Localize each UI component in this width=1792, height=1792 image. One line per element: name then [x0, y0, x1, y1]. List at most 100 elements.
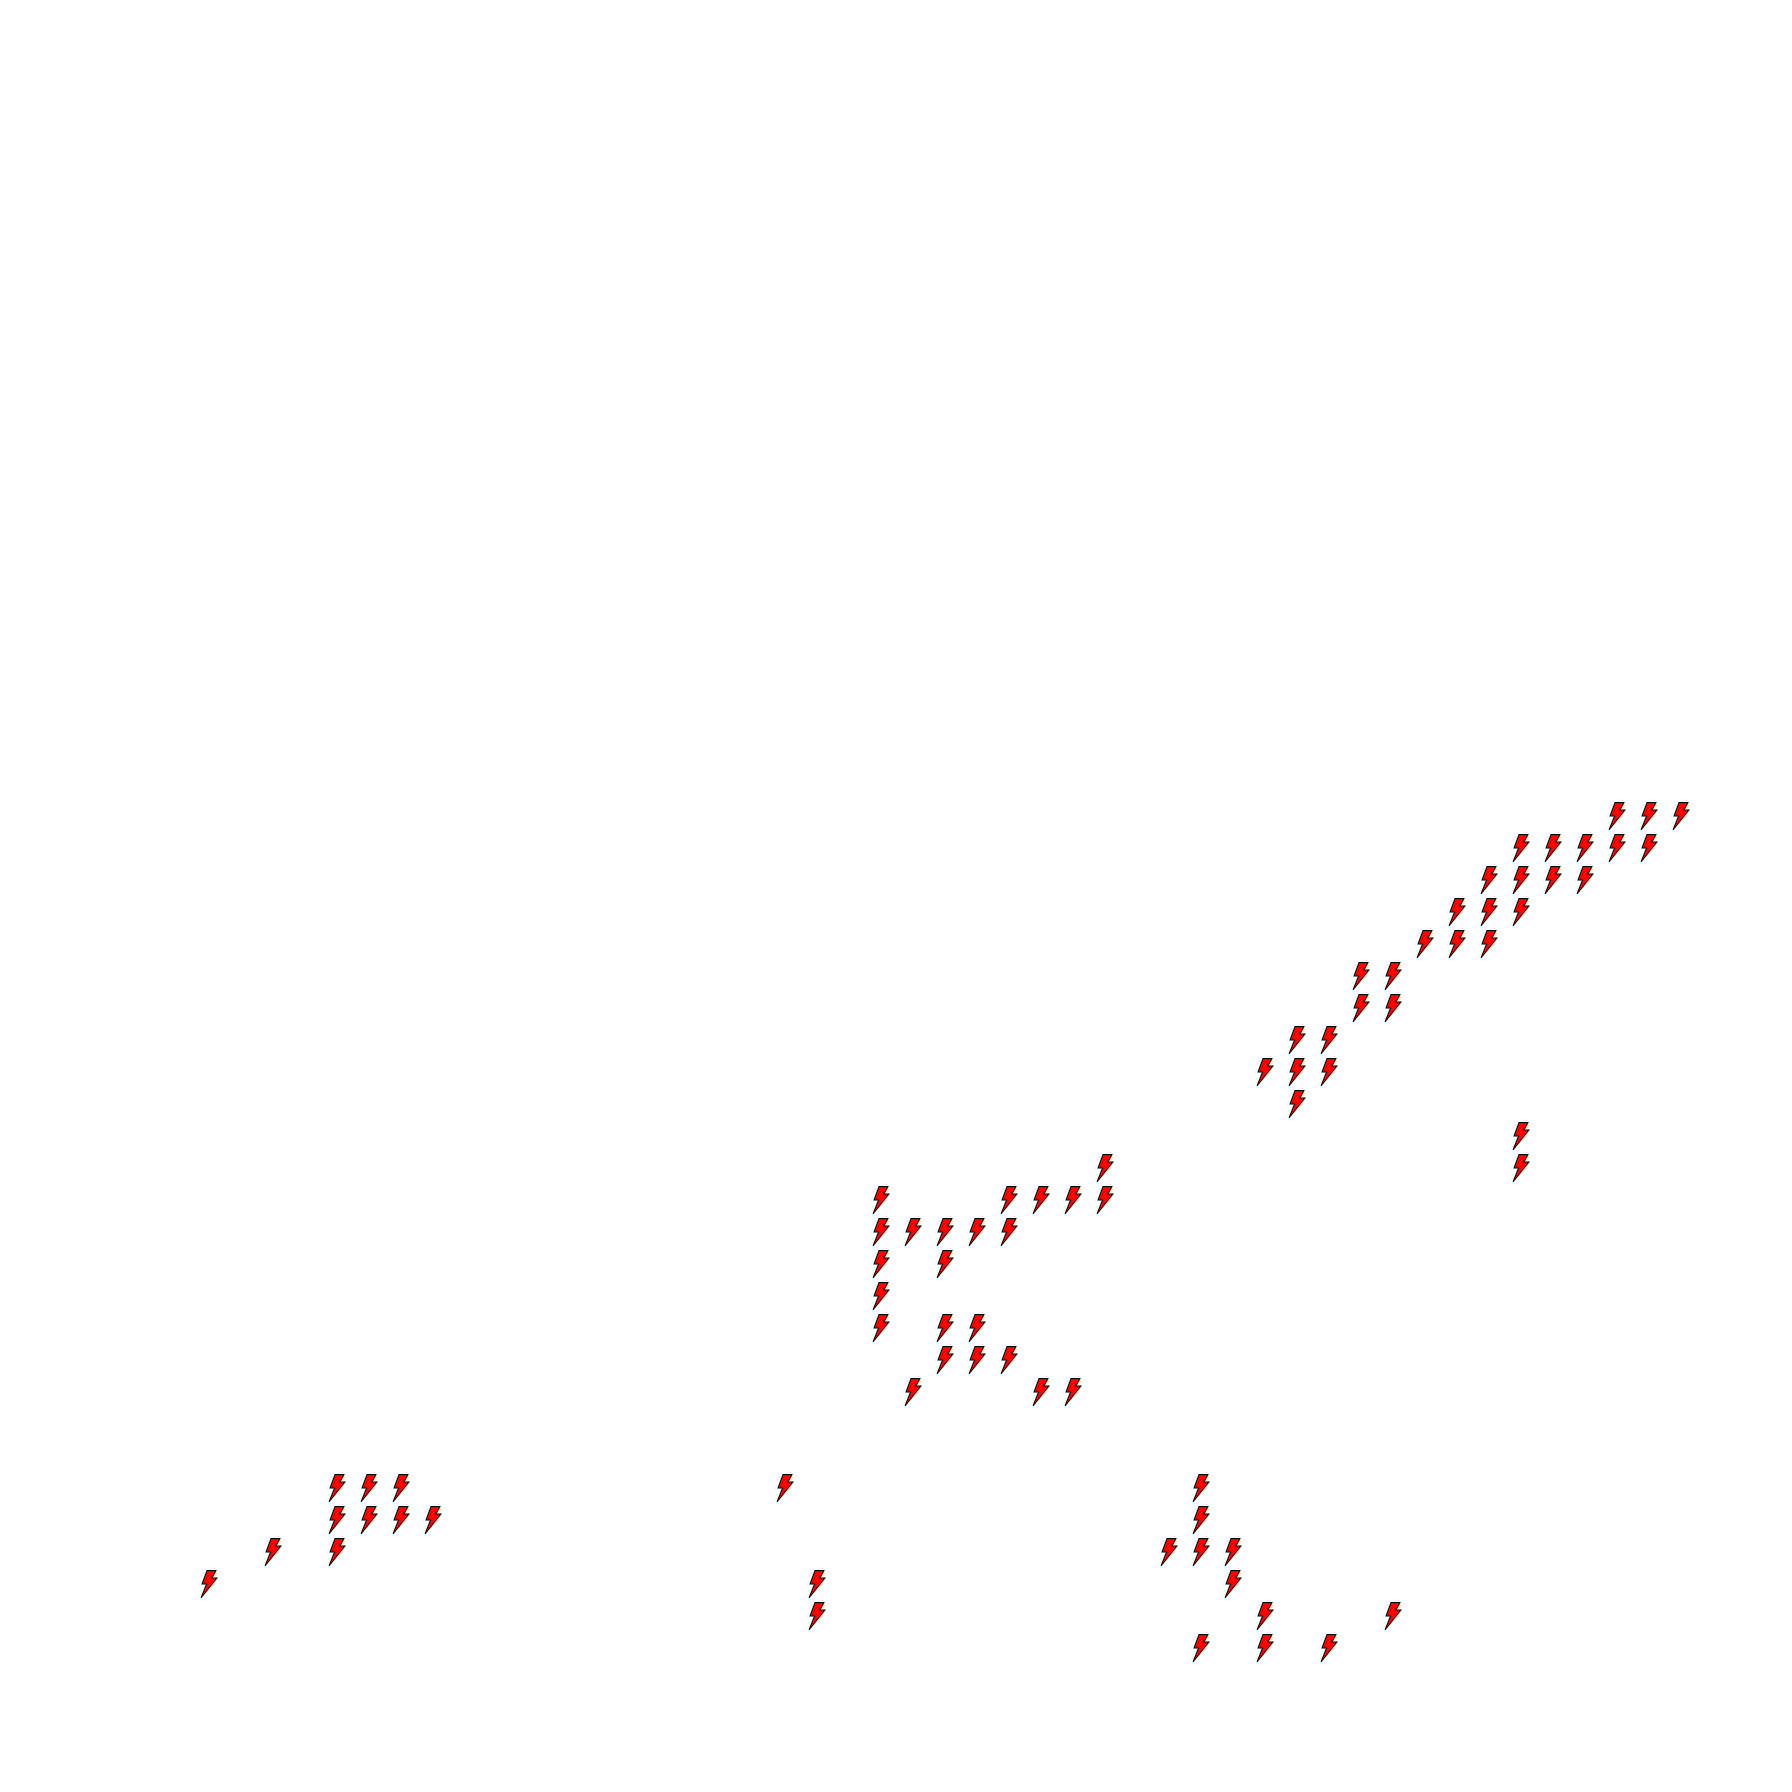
lightning-marker[interactable]: [1600, 832, 1632, 864]
lightning-marker[interactable]: [1248, 1056, 1280, 1088]
lightning-marker[interactable]: [1472, 864, 1504, 896]
lightning-marker[interactable]: [1440, 928, 1472, 960]
lightning-marker[interactable]: [1056, 1376, 1088, 1408]
lightning-marker[interactable]: [1184, 1504, 1216, 1536]
lightning-marker[interactable]: [384, 1472, 416, 1504]
lightning-bolt-icon: [1448, 898, 1467, 927]
lightning-marker[interactable]: [1056, 1184, 1088, 1216]
lightning-marker[interactable]: [1312, 1056, 1344, 1088]
lightning-marker[interactable]: [320, 1472, 352, 1504]
lightning-marker[interactable]: [1248, 1632, 1280, 1664]
lightning-marker[interactable]: [1184, 1472, 1216, 1504]
lightning-marker[interactable]: [1504, 896, 1536, 928]
lightning-marker[interactable]: [384, 1504, 416, 1536]
lightning-marker[interactable]: [1472, 928, 1504, 960]
lightning-marker[interactable]: [1408, 928, 1440, 960]
lightning-marker[interactable]: [928, 1312, 960, 1344]
lightning-bolt-icon: [872, 1186, 891, 1215]
lightning-marker[interactable]: [1376, 960, 1408, 992]
lightning-marker[interactable]: [256, 1536, 288, 1568]
lightning-marker[interactable]: [192, 1568, 224, 1600]
lightning-marker[interactable]: [1632, 800, 1664, 832]
lightning-marker[interactable]: [864, 1280, 896, 1312]
lightning-bolt-icon: [1320, 1026, 1339, 1055]
lightning-marker[interactable]: [1504, 864, 1536, 896]
lightning-marker[interactable]: [960, 1344, 992, 1376]
lightning-bolt-icon: [872, 1282, 891, 1311]
lightning-marker[interactable]: [928, 1344, 960, 1376]
lightning-marker[interactable]: [800, 1568, 832, 1600]
lightning-marker[interactable]: [1344, 992, 1376, 1024]
lightning-marker[interactable]: [864, 1248, 896, 1280]
lightning-bolt-icon: [808, 1602, 827, 1631]
lightning-marker[interactable]: [896, 1376, 928, 1408]
lightning-bolt-icon: [1352, 962, 1371, 991]
lightning-marker[interactable]: [800, 1600, 832, 1632]
lightning-marker[interactable]: [992, 1184, 1024, 1216]
lightning-bolt-icon: [1032, 1186, 1051, 1215]
lightning-marker[interactable]: [1568, 864, 1600, 896]
lightning-marker[interactable]: [1504, 1152, 1536, 1184]
lightning-bolt-icon: [1512, 866, 1531, 895]
lightning-bolt-icon: [1576, 866, 1595, 895]
lightning-marker[interactable]: [864, 1184, 896, 1216]
lightning-bolt-icon: [872, 1250, 891, 1279]
lightning-marker[interactable]: [992, 1216, 1024, 1248]
lightning-bolt-icon: [1544, 834, 1563, 863]
lightning-bolt-icon: [1576, 834, 1595, 863]
lightning-bolt-icon: [936, 1346, 955, 1375]
lightning-marker[interactable]: [1184, 1632, 1216, 1664]
lightning-marker[interactable]: [1280, 1088, 1312, 1120]
lightning-bolt-icon: [200, 1570, 219, 1599]
lightning-bolt-icon: [968, 1314, 987, 1343]
lightning-marker[interactable]: [1504, 1120, 1536, 1152]
lightning-marker[interactable]: [1600, 800, 1632, 832]
lightning-marker[interactable]: [352, 1504, 384, 1536]
lightning-marker[interactable]: [320, 1504, 352, 1536]
lightning-marker[interactable]: [1312, 1024, 1344, 1056]
lightning-marker[interactable]: [896, 1216, 928, 1248]
lightning-marker[interactable]: [928, 1248, 960, 1280]
lightning-marker[interactable]: [1280, 1056, 1312, 1088]
lightning-marker[interactable]: [1088, 1152, 1120, 1184]
lightning-marker[interactable]: [1024, 1184, 1056, 1216]
lightning-marker[interactable]: [992, 1344, 1024, 1376]
lightning-marker[interactable]: [1152, 1536, 1184, 1568]
lightning-marker[interactable]: [1216, 1536, 1248, 1568]
lightning-marker[interactable]: [1312, 1632, 1344, 1664]
lightning-marker[interactable]: [1280, 1024, 1312, 1056]
lightning-marker[interactable]: [960, 1312, 992, 1344]
lightning-marker[interactable]: [1472, 896, 1504, 928]
lightning-marker[interactable]: [416, 1504, 448, 1536]
lightning-marker[interactable]: [864, 1312, 896, 1344]
lightning-marker[interactable]: [352, 1472, 384, 1504]
lightning-marker[interactable]: [1568, 832, 1600, 864]
lightning-marker[interactable]: [1184, 1536, 1216, 1568]
lightning-bolt-icon: [1544, 866, 1563, 895]
lightning-marker[interactable]: [1344, 960, 1376, 992]
lightning-marker[interactable]: [1376, 1600, 1408, 1632]
lightning-marker[interactable]: [864, 1216, 896, 1248]
lightning-bolt-icon: [1416, 930, 1435, 959]
lightning-bolt-icon: [968, 1346, 987, 1375]
lightning-marker[interactable]: [1216, 1568, 1248, 1600]
lightning-marker[interactable]: [1088, 1184, 1120, 1216]
lightning-bolt-icon: [392, 1474, 411, 1503]
lightning-marker[interactable]: [320, 1536, 352, 1568]
lightning-marker[interactable]: [768, 1472, 800, 1504]
lightning-marker[interactable]: [1440, 896, 1472, 928]
lightning-marker[interactable]: [1632, 832, 1664, 864]
lightning-marker[interactable]: [1536, 832, 1568, 864]
lightning-marker[interactable]: [960, 1216, 992, 1248]
lightning-marker[interactable]: [1248, 1600, 1280, 1632]
lightning-marker[interactable]: [1536, 864, 1568, 896]
lightning-marker[interactable]: [1376, 992, 1408, 1024]
lightning-bolt-icon: [328, 1506, 347, 1535]
lightning-marker[interactable]: [1024, 1376, 1056, 1408]
lightning-marker[interactable]: [1504, 832, 1536, 864]
lightning-bolt-icon: [1288, 1058, 1307, 1087]
lightning-marker[interactable]: [1664, 800, 1696, 832]
lightning-marker[interactable]: [928, 1216, 960, 1248]
lightning-bolt-icon: [776, 1474, 795, 1503]
